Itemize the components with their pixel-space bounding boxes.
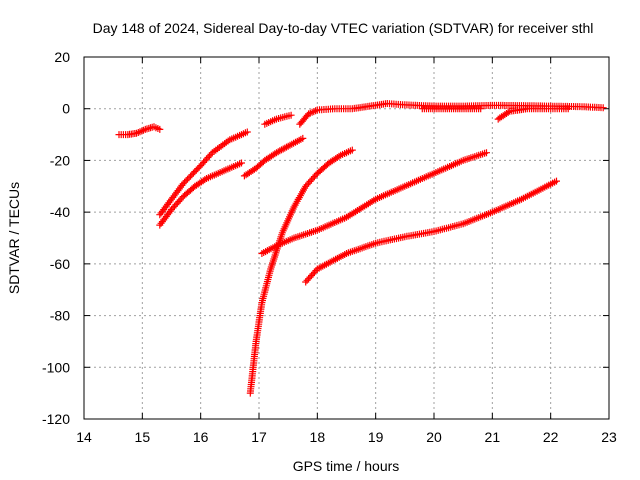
y-tick-label: -60 [50, 256, 70, 272]
y-tick-label: -20 [50, 152, 70, 168]
series-arc-4 [240, 134, 307, 180]
plot-frame [83, 56, 610, 420]
x-tick-label: 17 [251, 429, 267, 445]
x-tick-label: 23 [601, 429, 617, 445]
series-marks-arc-3 [156, 159, 245, 229]
y-tick-label: 0 [62, 101, 70, 117]
series-marks-arc-5 [261, 111, 295, 128]
series-marks-arc-7 [418, 105, 485, 113]
y-tick-label: -120 [42, 411, 70, 427]
x-tick-label: 15 [135, 429, 151, 445]
x-tick-label: 20 [426, 429, 442, 445]
series-arc-6 [296, 100, 607, 128]
series-marks-arc-8 [494, 105, 572, 123]
series-arc-2 [156, 128, 251, 219]
x-tick-label: 22 [543, 429, 559, 445]
series-arc-11 [302, 177, 560, 286]
series-arc-1 [115, 123, 164, 139]
y-axis-label: SDTVAR / TECUs [6, 182, 22, 294]
x-axis-label: GPS time / hours [293, 458, 400, 474]
x-tick-label: 16 [193, 429, 209, 445]
y-tick-label: -100 [42, 359, 70, 375]
series-arc-8 [494, 105, 572, 123]
chart-title: Day 148 of 2024, Sidereal Day-to-day VTE… [93, 20, 594, 36]
series-arc-5 [261, 111, 295, 128]
series-marks-arc-2 [156, 128, 251, 219]
series-marks-arc-1 [115, 123, 164, 139]
x-tick-label: 18 [310, 429, 326, 445]
series-arc-10 [258, 149, 490, 257]
y-tick-label: -40 [50, 204, 70, 220]
series-arc-9 [246, 146, 356, 397]
series-marks-arc-4 [240, 134, 307, 180]
tick-labels: 14 15 16 17 18 19 20 21 22 23 -120 -100 -80 -60 -40 -20… [42, 49, 617, 445]
y-tick-label: 20 [54, 49, 70, 65]
y-tick-label: -80 [50, 308, 70, 324]
data-marks [115, 100, 607, 397]
grid-layer [84, 57, 609, 419]
series-marks-arc-10 [258, 149, 490, 257]
x-tick-label: 21 [485, 429, 501, 445]
series-marks-arc-6 [296, 100, 607, 128]
series-marks-arc-11 [302, 177, 560, 286]
series-marks-arc-9 [246, 146, 356, 397]
x-tick-label: 19 [368, 429, 384, 445]
series-arc-7 [418, 105, 485, 113]
tick-layer [83, 56, 610, 420]
x-tick-label: 14 [76, 429, 92, 445]
series-arc-3 [156, 159, 245, 229]
